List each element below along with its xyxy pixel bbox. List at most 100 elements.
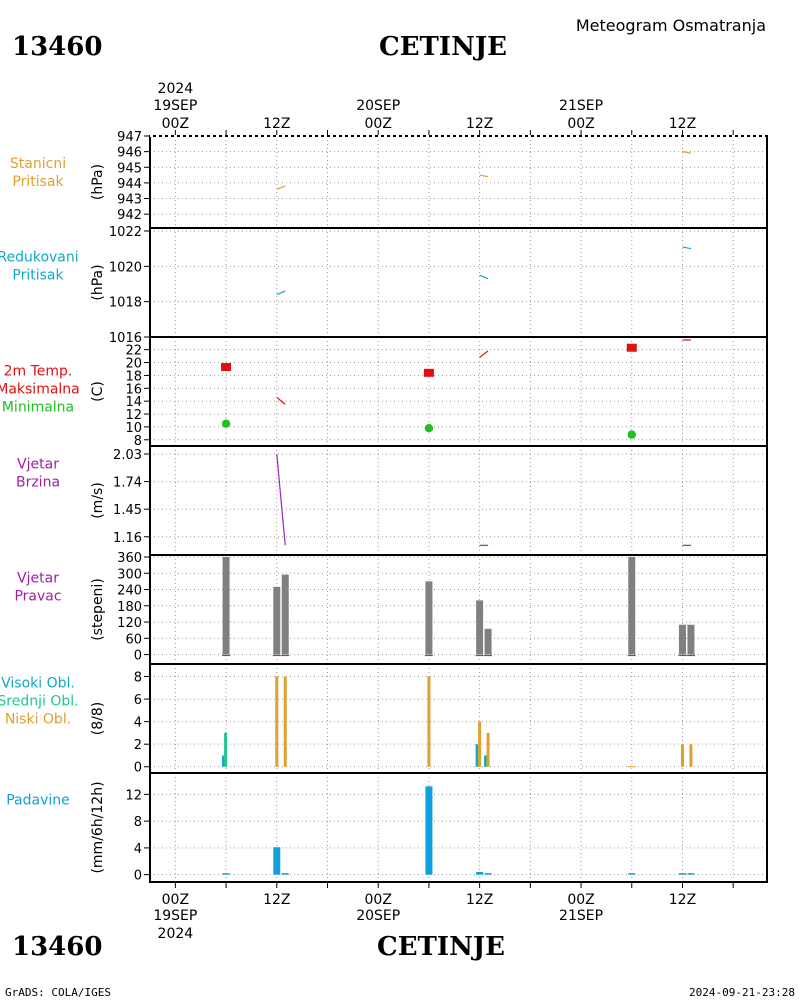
credit-text: GrADS: COLA/IGES (5, 986, 111, 999)
y-tick-label: 10 (125, 421, 142, 436)
y-tick-label: 944 (117, 177, 142, 192)
header: 13460 CETINJE Meteogram Osmatranja (12, 16, 766, 62)
series-segment (276, 290, 286, 296)
top-hour-label: 00Z (162, 116, 189, 132)
y-tick-label: 2.03 (113, 448, 142, 463)
y-tick-label: 945 (117, 161, 142, 176)
y-tick-label: 1018 (109, 296, 142, 311)
y-tick-label: 1.16 (113, 531, 142, 546)
panel-label: Pritisak (12, 268, 64, 284)
panel-label: Maksimalna (0, 382, 80, 398)
panel-2: 1016 1018 1020 1022 (hPa) Redukovani Pritisak (0, 225, 768, 346)
bottom-year-label: 2024 (158, 926, 194, 942)
wind-dir-bar (425, 581, 433, 655)
tmax-marker (423, 368, 434, 377)
bottom-hour-label: 00Z (567, 892, 594, 908)
y-tick-label: 1016 (109, 331, 142, 346)
top-date-label: 20SEP (356, 98, 400, 114)
panel-label: Stanicni (10, 156, 66, 172)
top-year-label: 2024 (158, 81, 194, 97)
station-id-top: 13460 (12, 32, 102, 62)
panel-6: 0 2 4 6 8 (8/8) Visoki Obl. Srednji Obl. Niski O… (0, 663, 768, 776)
cloud-low-bar (427, 676, 431, 767)
y-axis-label: (hPa) (90, 264, 106, 300)
panel-label: Srednji Obl. (0, 694, 79, 710)
panels: 942943944945946947(hPa)StanicniPritisak1… (0, 130, 768, 884)
y-tick-label: 8 (134, 815, 142, 830)
panel-frame (149, 663, 768, 774)
cloud-mid-bar (224, 732, 228, 767)
y-tick-label: 1020 (109, 260, 142, 275)
wind-dir-bar (281, 574, 289, 655)
panel-label: Brzina (16, 475, 60, 491)
panel-label: Pritisak (12, 174, 64, 190)
y-tick-label: 120 (117, 616, 142, 631)
bottom-date-label: 19SEP (153, 908, 197, 924)
y-tick-label: 0 (134, 649, 142, 664)
station-id-bottom: 13460 (12, 932, 102, 962)
precip-bar (222, 873, 230, 875)
y-tick-label: 1.45 (113, 503, 142, 518)
y-tick-label: 1022 (109, 225, 142, 240)
y-tick-label: 180 (117, 600, 142, 615)
cloud-high-bar (222, 755, 226, 767)
panel-frame (149, 445, 768, 556)
tmin-marker (627, 430, 636, 439)
y-tick-label: 8 (134, 434, 142, 449)
y-axis-label: (C) (90, 381, 106, 402)
series-segment (276, 396, 286, 405)
precip-bar (678, 873, 686, 875)
y-tick-label: 4 (134, 842, 142, 857)
meteogram-title: Meteogram Osmatranja (576, 16, 766, 35)
y-axis-label: (mm/6h/12h) (90, 781, 106, 873)
top-hour-label: 00Z (567, 116, 594, 132)
series-segment (479, 274, 489, 280)
series-segment (479, 174, 489, 178)
top-hour-label: 12Z (669, 116, 696, 132)
y-tick-label: 6 (134, 693, 142, 708)
panel-7: 0 4 8 12 (mm/6h/12h) Padavine (6, 772, 768, 884)
station-name-top: CETINJE (379, 32, 507, 62)
panel-label: Redukovani (0, 250, 79, 266)
panel-label: Minimalna (2, 400, 74, 416)
precip-bar (628, 873, 636, 875)
top-hour-label: 12Z (466, 116, 493, 132)
y-tick-label: 14 (125, 395, 142, 410)
y-tick-label: 300 (117, 567, 142, 582)
tmin-marker (221, 419, 231, 428)
precip-bar (273, 847, 281, 875)
panel-frame (149, 772, 768, 883)
cloud-high-bar (475, 744, 479, 767)
wind-dir-bar (687, 624, 695, 655)
bottom-hour-label: 00Z (162, 892, 189, 908)
timestamp-text: 2024-09-21-23:28 (689, 986, 795, 999)
series-segment (479, 350, 489, 358)
panel-label: Pravac (14, 589, 61, 605)
cloud-high-bar (484, 755, 488, 767)
series-segment (276, 185, 286, 190)
top-hour-label: 00Z (365, 116, 392, 132)
wind-dir-bar (222, 557, 230, 655)
bottom-hour-label: 12Z (466, 892, 493, 908)
series-segment (682, 246, 692, 250)
y-tick-label: 240 (117, 584, 142, 599)
bottom-hour-label: 00Z (365, 892, 392, 908)
tmin-marker (424, 423, 434, 433)
panel-label: Vjetar (17, 571, 59, 587)
wind-dir-bar (484, 628, 492, 655)
panel-label: Vjetar (17, 457, 59, 473)
y-tick-label: 20 (125, 357, 142, 372)
panel-label: Visoki Obl. (1, 676, 75, 692)
y-tick-label: 12 (125, 788, 142, 803)
wind-dir-bar (476, 600, 484, 655)
y-tick-label: 22 (125, 344, 142, 359)
y-tick-label: 8 (134, 671, 142, 686)
wind-dir-bar (678, 624, 686, 655)
top-date-label: 19SEP (153, 98, 197, 114)
y-axis-label: (m/s) (90, 482, 106, 519)
y-tick-label: 16 (125, 382, 142, 397)
